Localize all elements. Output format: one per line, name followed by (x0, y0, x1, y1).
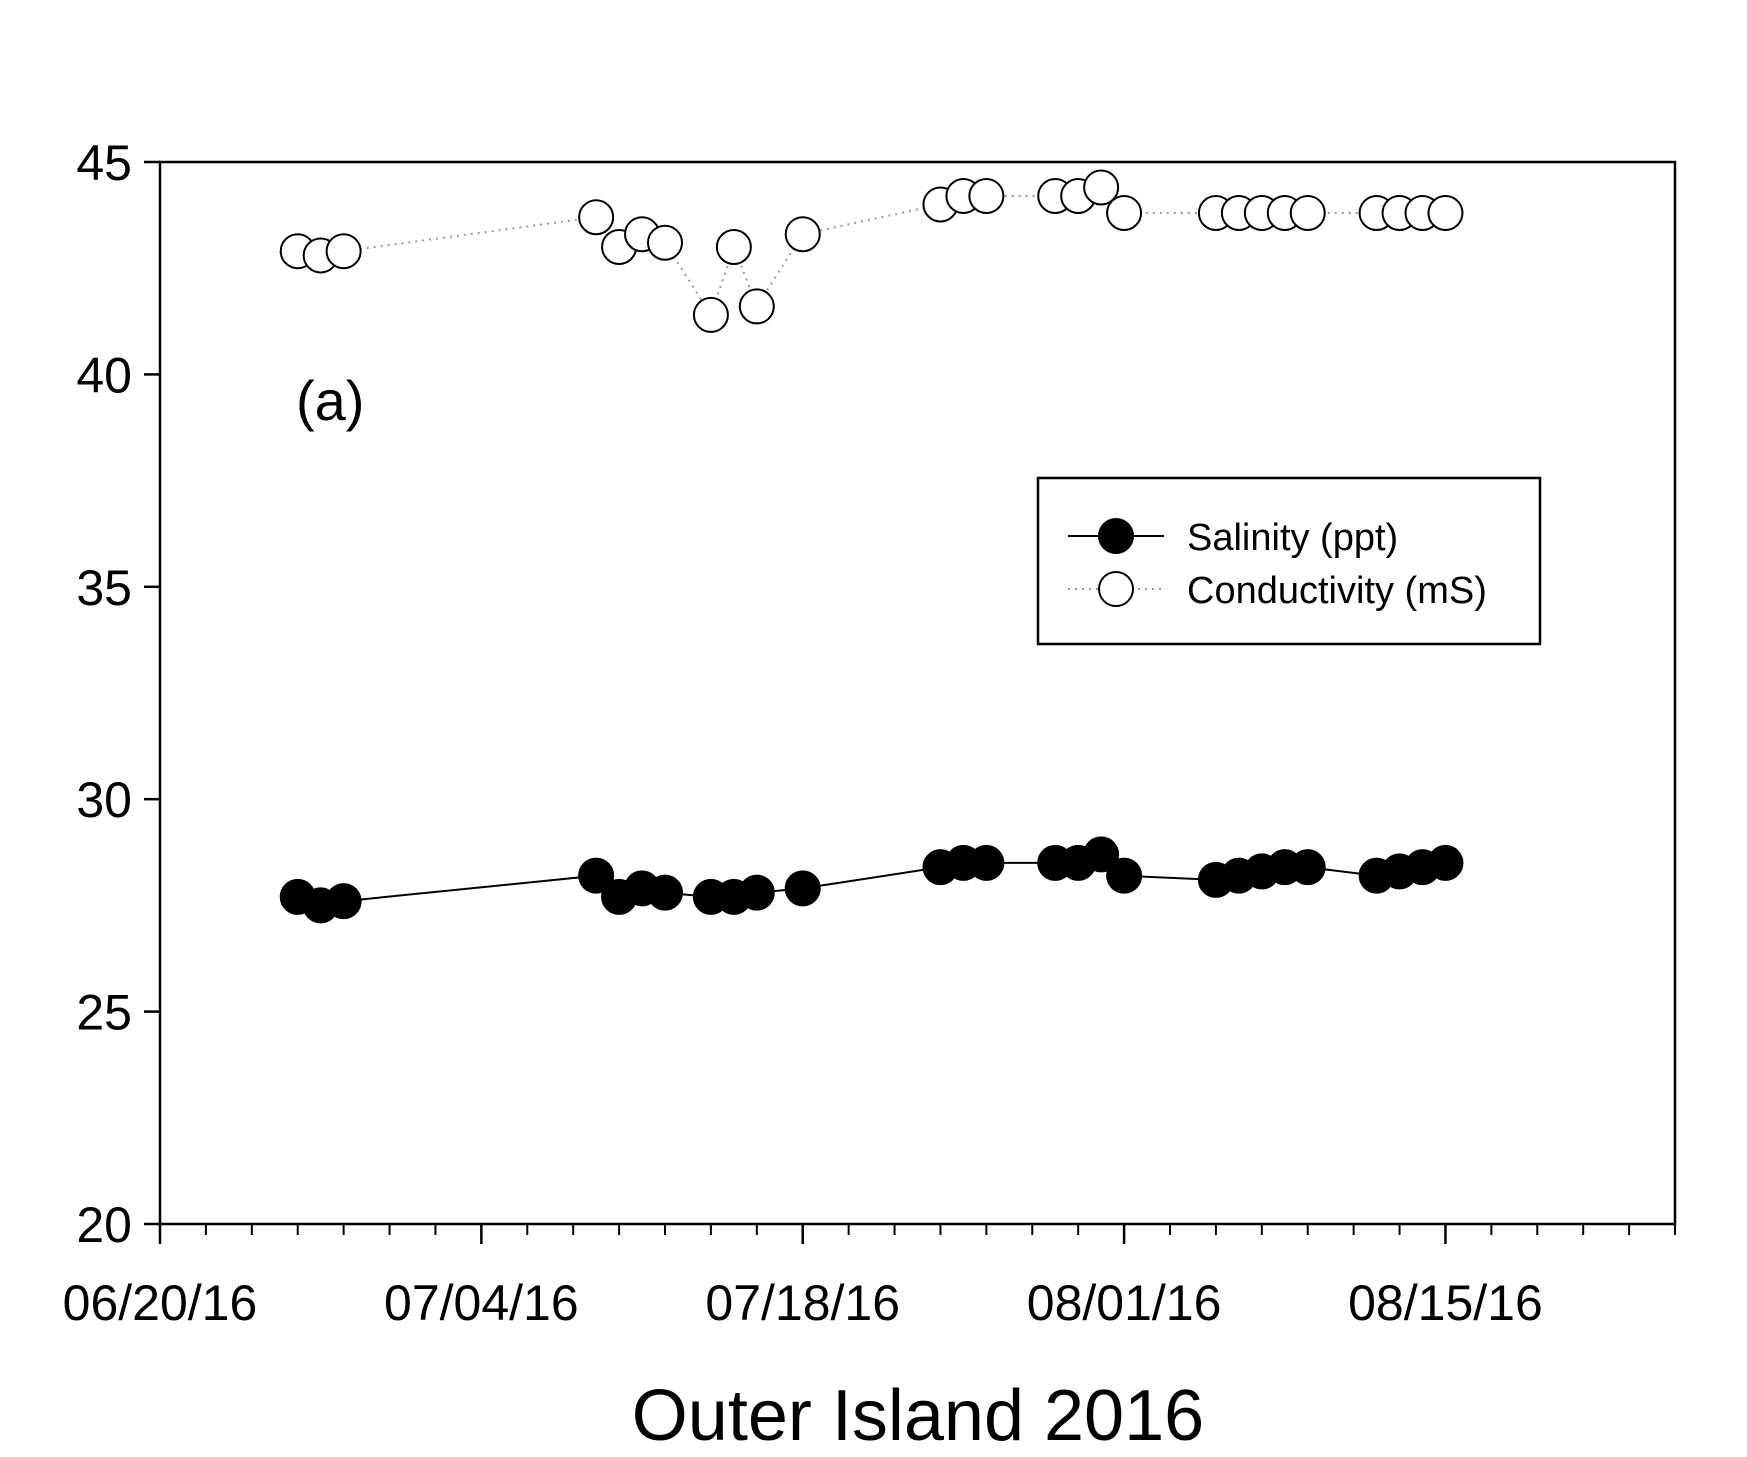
conductivity-point (1106, 194, 1143, 231)
legend: Salinity (ppt) Conductivity (mS) (1036, 476, 1542, 646)
salinity-point (1106, 857, 1143, 894)
salinity-point (578, 857, 615, 894)
y-axis: 20 25 30 35 40 45 (76, 135, 160, 1253)
y-tick-label: 25 (76, 985, 132, 1041)
x-tick-label: 08/15/16 (1348, 1275, 1543, 1331)
legend-salinity-marker (1098, 518, 1134, 554)
salinity-point (647, 874, 683, 911)
salinity-point (1289, 849, 1326, 886)
x-tick-label: 07/18/16 (705, 1275, 900, 1331)
conductivity-point (647, 224, 683, 261)
series-points (279, 169, 1464, 924)
salinity-point (1427, 844, 1464, 881)
salinity-point (968, 844, 1005, 881)
x-tick-label: 08/01/16 (1027, 1275, 1222, 1331)
conductivity-point (1289, 194, 1326, 231)
conductivity-point (715, 228, 752, 265)
y-tick-label: 20 (76, 1197, 132, 1253)
conductivity-point (784, 216, 821, 253)
y-tick-label: 40 (76, 347, 132, 403)
y-tick-label: 45 (76, 135, 132, 191)
x-tick-label: 06/20/16 (63, 1275, 258, 1331)
y-tick-label: 35 (76, 560, 132, 616)
conductivity-point (1427, 194, 1464, 231)
x-tick-label: 07/04/16 (384, 1275, 579, 1331)
salinity-point (738, 874, 775, 911)
salinity-point (325, 883, 362, 920)
conductivity-point (738, 288, 775, 325)
legend-salinity-label: Salinity (ppt) (1187, 517, 1398, 559)
plot-frame (158, 160, 1677, 1226)
conductivity-point (325, 233, 362, 270)
x-axis: 06/20/16 07/04/16 07/18/16 08/01/16 08/15/16 (63, 1224, 1676, 1331)
legend-box (1036, 476, 1542, 646)
conductivity-point (692, 296, 729, 333)
panel-label: (a) (296, 369, 364, 432)
legend-conductivity-label: Conductivity (mS) (1187, 570, 1487, 612)
conductivity-point (968, 177, 1005, 214)
x-axis-title: Outer Island 2016 (632, 1376, 1204, 1456)
legend-conductivity-marker (1098, 571, 1134, 607)
y-tick-label: 30 (76, 772, 132, 828)
conductivity-point (578, 199, 615, 236)
conductivity-point (1083, 169, 1120, 206)
salinity-point (1083, 836, 1120, 873)
salinity-point (784, 870, 821, 907)
